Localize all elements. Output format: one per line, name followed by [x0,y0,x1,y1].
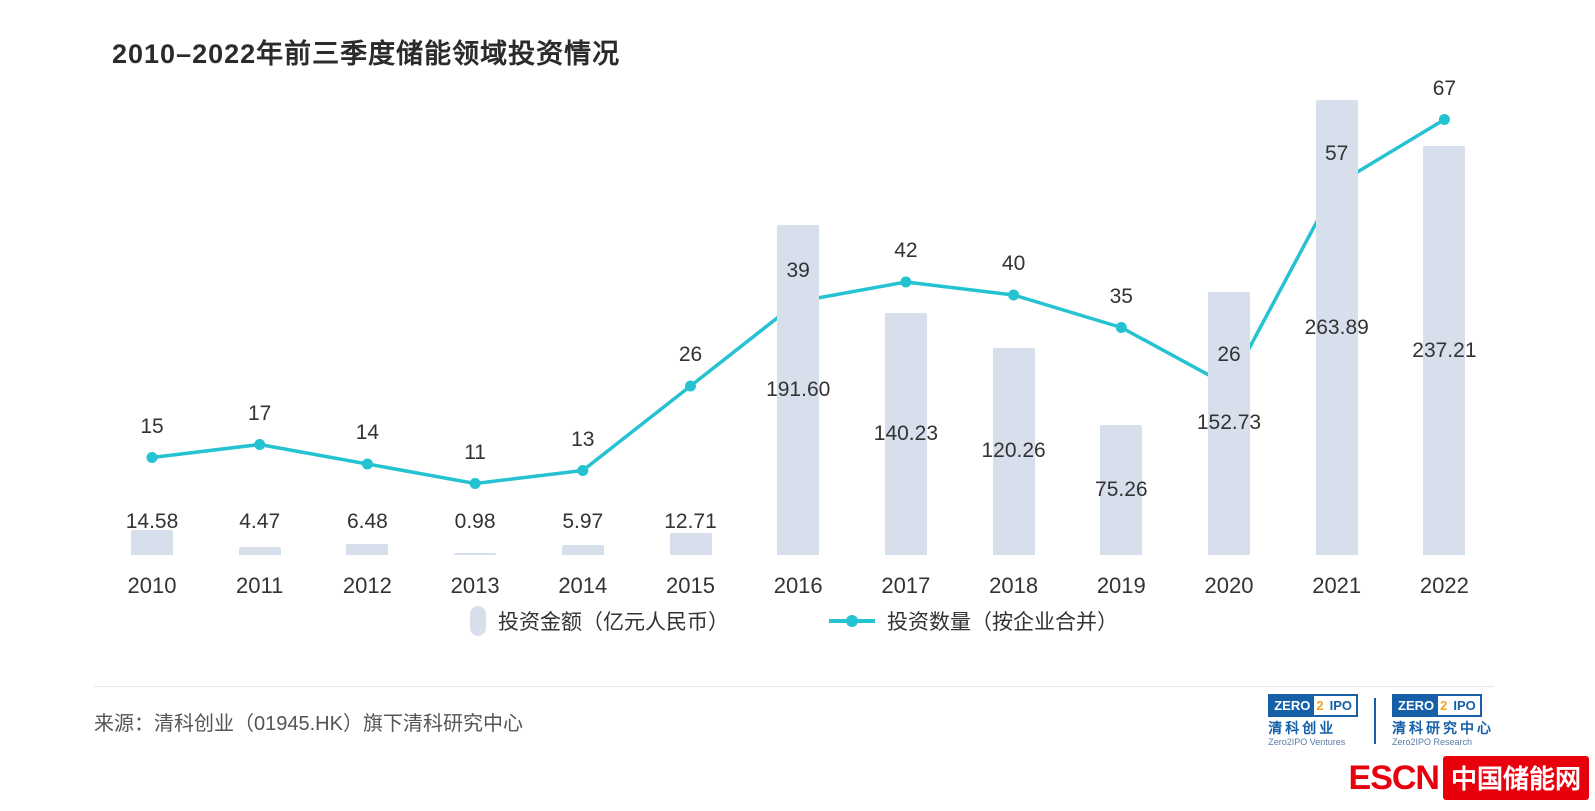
legend-count-label: 投资数量（按企业合并） [887,611,1118,634]
chart-title: 2010–2022年前三季度储能领域投资情况 [112,39,621,69]
line-value-label-2013: 11 [464,440,486,464]
bar-value-label-2010: 14.58 [125,510,179,533]
x-axis-label-2017: 2017 [881,573,931,598]
zero2ipo-box-icon: ZERO 2 IPO [1268,694,1358,718]
bar-value-label-2019: 75.26 [1095,478,1148,502]
logo-separator [1374,698,1376,744]
bar-value-label-2011: 4.47 [239,510,281,533]
chart-plot: 14.58 4.47 6.48 0.98 5.97 12.71 191.60 140.23 12… [80,8,1508,608]
zero2ipo-research-logo: ZERO 2 IPO 清科研究中心 Zero2IPO Research [1392,694,1494,747]
bar-value-label-2013: 0.98 [454,510,496,533]
x-axis-label-2021: 2021 [1312,573,1362,598]
x-axis-label-2016: 2016 [773,573,823,598]
line-value-label-2022: 67 [1432,76,1457,100]
legend-amount-label: 投资金额（亿元人民币） [498,611,729,634]
bar-value-label-2020: 152.73 [1196,411,1262,435]
x-axis-label-2012: 2012 [342,573,392,598]
bar-2013 [454,553,497,556]
bar-value-label-2015: 12.71 [664,510,717,533]
escn-text: ESCN [1348,758,1440,797]
bar-2015 [669,533,712,555]
x-axis-label-2011: 2011 [236,573,284,598]
escn-cn-badge: 中国储能网 [1442,756,1589,800]
line-value-label-2010: 15 [140,414,164,438]
line-value-label-2017: 42 [894,239,918,262]
x-axis-label-2020: 2020 [1204,573,1254,598]
bar-value-label-2021: 263.89 [1304,315,1369,339]
line-value-label-2021: 57 [1325,141,1349,165]
bar-2018 [992,347,1035,555]
footer-divider [94,686,1494,687]
bar-value-label-2014: 5.97 [562,510,604,533]
footer: 来源：清科创业（01945.HK）旗下清科研究中心 ZERO 2 IPO 清科创业 … [94,687,1494,755]
bar-2022 [1423,146,1466,555]
line-value-label-2012: 14 [355,421,380,444]
line-value-label-2019: 35 [1109,284,1133,308]
line-dot-icon [846,615,858,627]
source-text: 来源：清科创业（01945.HK）旗下清科研究中心 [94,712,523,735]
line-value-label-2020: 26 [1217,343,1241,366]
chart-card: 2010–2022年前三季度储能领域投资情况 14.58 4.47 6.48 0.98… [80,8,1508,756]
legend-item-count: 投资数量（按企业合并） [829,606,1118,636]
x-axis-label-2013: 2013 [450,573,500,598]
bar-2021 [1315,100,1358,555]
bar-value-label-2022: 237.21 [1412,338,1477,362]
legend-item-amount: 投资金额（亿元人民币） [470,606,729,636]
logo-two-text: 2 [1438,696,1450,716]
research-cn-label: 清科研究中心 [1392,720,1494,737]
bar-value-label-2012: 6.48 [346,510,388,533]
zero2ipo-box-icon: ZERO 2 IPO [1392,694,1482,718]
x-axis-label-2018: 2018 [989,573,1039,598]
bar-2011 [238,547,281,555]
zero2ipo-logos: ZERO 2 IPO 清科创业 Zero2IPO Ventures ZERO 2 IPO… [1268,694,1494,747]
x-axis-label-2015: 2015 [666,573,715,598]
bar-2012 [346,543,389,555]
line-swatch-icon [829,615,875,627]
x-axis-label-2022: 2022 [1419,573,1469,598]
bar-2019 [1100,425,1143,555]
zero2ipo-ventures-logo: ZERO 2 IPO 清科创业 Zero2IPO Ventures [1268,694,1358,747]
line-value-label-2016: 39 [786,258,810,282]
research-en-label: Zero2IPO Research [1392,737,1473,748]
line-value-label-2018: 40 [1001,252,1026,275]
logo-ipo-text: IPO [1449,696,1480,716]
bar-value-label-2017: 140.23 [873,422,939,446]
bar-2016 [777,224,820,555]
bar-value-label-2018: 120.26 [981,439,1046,463]
line-value-label-2015: 26 [678,343,703,366]
bar-value-label-2016: 191.60 [766,377,831,401]
logo-two-text: 2 [1314,696,1326,716]
bar-swatch-icon [470,606,486,636]
x-axis-label-2010: 2010 [127,573,177,598]
chart-legend: 投资金额（亿元人民币） 投资数量（按企业合并） [80,606,1508,636]
bar-2020 [1208,291,1250,555]
logo-zero-text: ZERO [1270,696,1315,716]
bar-2010 [131,529,173,555]
bar-2017 [884,313,927,555]
line-value-label-2014: 13 [571,427,595,451]
ventures-en-label: Zero2IPO Ventures [1268,737,1346,748]
logo-ipo-text: IPO [1325,696,1356,716]
x-axis-label-2014: 2014 [558,573,608,598]
ventures-cn-label: 清科创业 [1268,720,1337,737]
x-axis-label-2019: 2019 [1096,573,1146,598]
bar-2014 [561,544,604,555]
line-value-label-2011: 17 [248,401,272,425]
logo-zero-text: ZERO [1394,696,1439,716]
escn-logo: ESCN 中国储能网 [1349,756,1589,800]
